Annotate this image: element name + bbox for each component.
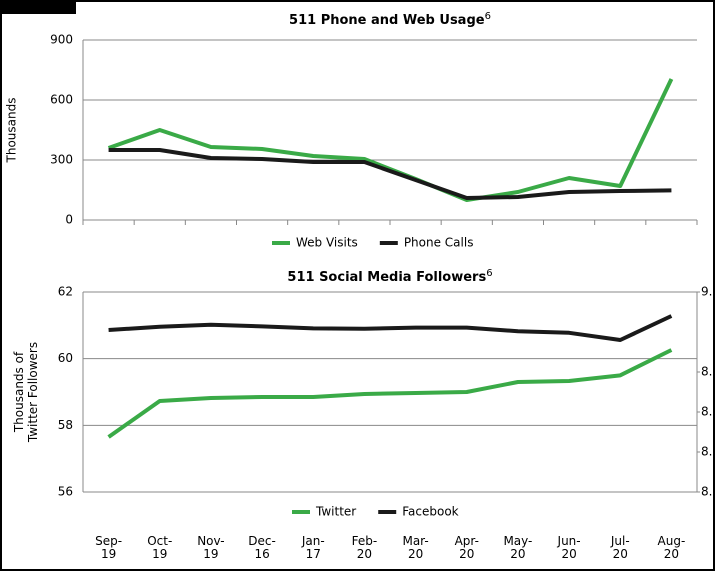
title-superscript: 6 bbox=[485, 11, 491, 22]
y2-tick-label: 8.7 bbox=[701, 405, 715, 419]
series-line bbox=[108, 314, 673, 342]
x-tick-label: Apr-20 bbox=[455, 534, 479, 561]
x-tick-label: Mar-20 bbox=[402, 534, 428, 561]
chart-title: 511 Phone and Web Usage6 bbox=[289, 11, 491, 28]
title-text: 511 Phone and Web Usage bbox=[289, 13, 485, 28]
x-tick-label: Oct-19 bbox=[147, 534, 172, 561]
series-line bbox=[107, 348, 673, 439]
x-tick-label: Nov-19 bbox=[197, 534, 224, 561]
y-tick-label: 56 bbox=[58, 485, 73, 499]
y-tick-label: 0 bbox=[65, 213, 73, 227]
y-axis-label: Thousands bbox=[5, 98, 19, 164]
x-tick-label: Jul-20 bbox=[610, 534, 630, 561]
y-tick-label: 600 bbox=[50, 93, 73, 107]
y2-tick-label: 9.0 bbox=[701, 285, 715, 299]
legend-label: Web Visits bbox=[296, 236, 358, 250]
y-tick-label: 62 bbox=[58, 285, 73, 299]
y2-tick-label: 8.6 bbox=[701, 445, 715, 459]
tab bbox=[0, 0, 76, 14]
title-superscript: 6 bbox=[486, 268, 492, 279]
y-tick-label: 300 bbox=[50, 153, 73, 167]
series-line bbox=[108, 148, 672, 200]
x-tick-label: Jun-20 bbox=[557, 534, 581, 561]
y2-tick-label: 8.5 bbox=[701, 485, 715, 499]
y-tick-label: 900 bbox=[50, 33, 73, 47]
x-tick-label: Jan-17 bbox=[301, 534, 325, 561]
title-text: 511 Social Media Followers bbox=[287, 270, 486, 285]
x-tick-label: Feb-20 bbox=[352, 534, 378, 561]
legend-label: Facebook bbox=[402, 505, 458, 519]
legend-label: Phone Calls bbox=[404, 236, 474, 250]
legend-label: Twitter bbox=[315, 505, 356, 519]
x-tick-label: Sep-19 bbox=[95, 534, 122, 561]
x-tick-label: May-20 bbox=[503, 534, 532, 561]
y-axis-label: Thousands ofTwitter Followers bbox=[12, 342, 40, 443]
x-tick-label: Aug-20 bbox=[658, 534, 686, 561]
y-tick-label: 58 bbox=[58, 418, 73, 432]
series-line bbox=[107, 78, 674, 202]
y2-tick-label: 8.8 bbox=[701, 365, 715, 379]
x-tick-label: Dec-16 bbox=[248, 534, 276, 561]
y-tick-label: 60 bbox=[58, 351, 73, 365]
chart-title: 511 Social Media Followers6 bbox=[287, 268, 492, 285]
